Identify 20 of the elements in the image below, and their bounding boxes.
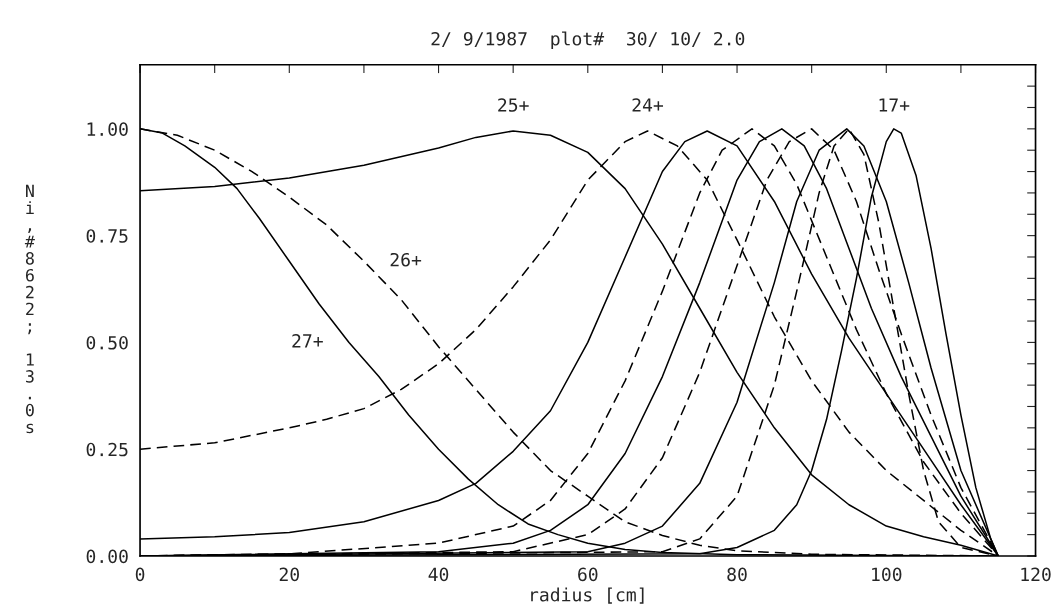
series-label: 25+ (498, 98, 529, 112)
y-tick-label: 0.00 (86, 549, 128, 564)
x-tick-label: 0 (135, 567, 145, 582)
x-tick-label: 20 (279, 567, 299, 582)
x-tick-label: 120 (1021, 567, 1051, 582)
text: Ni,#8622; 13.0s (24, 184, 35, 434)
y-tick-label: 0.25 (86, 442, 128, 457)
series-label: 24+ (632, 98, 664, 112)
series-label: 27+ (292, 334, 323, 348)
x-tick-label: 40 (428, 567, 449, 582)
y-tick-label: 0.50 (86, 335, 128, 350)
y-tick-label: 0.75 (86, 229, 128, 243)
x-axis-title: radius [cm] (531, 587, 644, 604)
chart-title: 2/ 9/1987 plot# 30/ 10/ 2.0 (431, 31, 745, 50)
series-label: 26+ (390, 252, 422, 267)
x-tick-label: 80 (727, 567, 747, 582)
y-tick-label: 1.00 (87, 122, 128, 137)
x-tick-label: 100 (872, 567, 902, 582)
series-label: 17+ (879, 98, 910, 112)
x-tick-label: 60 (578, 567, 598, 582)
